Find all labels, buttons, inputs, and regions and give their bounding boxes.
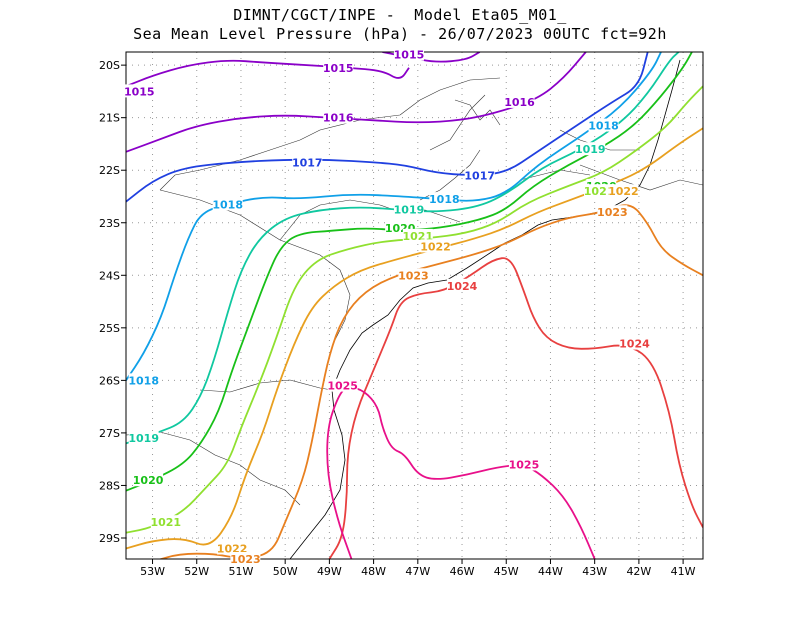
isobar-label-bg	[508, 457, 539, 471]
x-tick-label: 42W	[626, 565, 651, 578]
isobar-label-bg	[323, 110, 354, 124]
isobar-label-bg	[124, 84, 155, 98]
isobar-label-1020: 1020	[133, 474, 164, 487]
y-tick-label: 24S	[99, 269, 120, 282]
isobar-label-1025: 1025	[327, 380, 358, 393]
map-title-line2: Sea Mean Level Pressure (hPa) - 26/07/20…	[133, 25, 667, 43]
x-tick-label: 44W	[538, 565, 563, 578]
y-tick-label: 20S	[99, 59, 120, 72]
coastline-borders	[126, 59, 703, 559]
latitude-ticks: 20S 21S 22S 23S 24S 25S 26S 27S 28S 29S	[99, 59, 126, 545]
y-tick-label: 21S	[99, 112, 120, 125]
state-borders	[126, 77, 703, 506]
isobar-label-bg	[217, 541, 248, 555]
isobar-label-bg	[327, 378, 358, 392]
isobar-label-1018: 1018	[212, 198, 243, 211]
isobar-label-bg	[504, 94, 535, 108]
y-tick-label: 23S	[99, 217, 120, 230]
isobar-label-1019: 1019	[575, 143, 606, 156]
isobar-1024	[328, 257, 703, 559]
map-title-line1: DIMNT/CGCT/INPE - Model Eta05_M01_	[233, 6, 567, 24]
isobar-label-bg	[420, 239, 451, 253]
x-tick-label: 53W	[140, 565, 165, 578]
coastline-south	[289, 389, 346, 559]
isobar-1017	[126, 52, 649, 203]
x-tick-label: 41W	[671, 565, 696, 578]
isobar-label-bg	[398, 268, 429, 282]
x-tick-label: 43W	[582, 565, 607, 578]
isobar-label-1015: 1015	[323, 62, 354, 75]
isobar-label-bg	[575, 142, 606, 156]
isobar-label-bg	[608, 184, 639, 198]
isobar-label-bg	[292, 155, 323, 169]
isobar-label-1015: 1015	[394, 49, 425, 62]
x-tick-label: 46W	[450, 565, 475, 578]
isobar-label-1024: 1024	[619, 338, 650, 351]
isobar-label-bg	[230, 552, 261, 565]
isobar-label-bg	[402, 228, 433, 242]
isobar-label-1016: 1016	[504, 96, 535, 109]
x-tick-label: 45W	[494, 565, 519, 578]
isobar-labels: 1015 1015 1015 1016 1016 1017 1017 1018 1018 1018…	[124, 47, 650, 566]
isobar-label-bg	[447, 278, 478, 292]
isobar-1019	[126, 52, 680, 445]
isobar-label-1015: 1015	[124, 85, 155, 98]
isobar-label-1021: 1021	[150, 516, 181, 529]
isobar-label-bg	[393, 202, 424, 216]
isobar-1015	[126, 59, 410, 88]
isobar-1025	[326, 386, 596, 559]
isobar-1018	[126, 52, 662, 381]
isobar-label-1023: 1023	[597, 206, 628, 219]
isobar-label-1018: 1018	[588, 120, 619, 133]
isobar-label-bg	[619, 336, 650, 350]
isobar-label-1024: 1024	[447, 280, 478, 293]
isobar-label-1018: 1018	[128, 374, 159, 387]
isobar-label-bg	[597, 205, 628, 219]
isobar-1022	[126, 127, 703, 550]
x-tick-label: 50W	[273, 565, 298, 578]
x-tick-label: 48W	[361, 565, 386, 578]
isobar-label-1019: 1019	[394, 204, 425, 217]
x-tick-label: 49W	[317, 565, 342, 578]
isobar-label-1022: 1022	[420, 240, 451, 253]
isobar-label-1017: 1017	[464, 169, 495, 182]
isobar-label-1019: 1019	[128, 432, 159, 445]
isobar-label-1017: 1017	[292, 156, 323, 169]
isobar-label-bg	[588, 118, 619, 132]
isobar-label-bg	[133, 473, 164, 487]
isobar-label-1023: 1023	[230, 553, 261, 566]
isobar-label-1021: 1021	[584, 185, 615, 198]
isobar-1021	[126, 85, 703, 534]
isobar-label-bg	[128, 373, 159, 387]
isobar-label-bg	[150, 515, 181, 529]
y-tick-label: 26S	[99, 374, 120, 387]
x-tick-label: 51W	[229, 565, 254, 578]
longitude-ticks: 53W 52W 51W 50W 49W 48W 47W 46W 45W 44W 43W 42W 41W	[140, 559, 696, 578]
isobar-label-1025: 1025	[509, 458, 540, 471]
isobar-label-bg	[464, 168, 495, 182]
isobar-label-bg	[584, 184, 615, 198]
isobar-label-1016: 1016	[323, 112, 354, 125]
isobar-label-bg	[429, 192, 460, 206]
y-tick-label: 28S	[99, 479, 120, 492]
isobar-label-bg	[128, 431, 159, 445]
isobar-label-bg	[323, 60, 354, 74]
y-tick-label: 29S	[99, 532, 120, 545]
x-tick-label: 47W	[405, 565, 430, 578]
x-tick-label: 52W	[184, 565, 209, 578]
isobar-label-1022: 1022	[608, 185, 639, 198]
isobar-label-bg	[212, 197, 243, 211]
lat-lon-grid	[126, 52, 703, 559]
isobar-label-bg	[393, 47, 424, 61]
isobar-label-1023: 1023	[398, 269, 429, 282]
y-tick-label: 27S	[99, 427, 120, 440]
y-tick-label: 25S	[99, 322, 120, 335]
y-tick-label: 22S	[99, 164, 120, 177]
isobar-label-1018: 1018	[429, 193, 460, 206]
